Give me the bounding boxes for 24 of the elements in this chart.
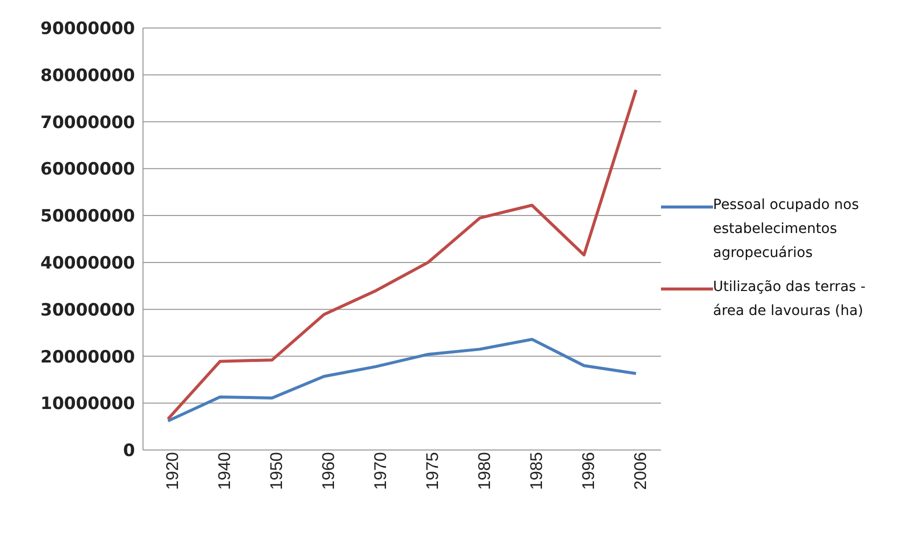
y-tick-label: 30000000 bbox=[40, 300, 136, 320]
y-tick-label: 60000000 bbox=[40, 160, 136, 180]
y-tick-label: 50000000 bbox=[40, 206, 136, 227]
line-series bbox=[166, 88, 638, 421]
x-tick-label: 1960 bbox=[319, 452, 338, 490]
x-tick-label: 1996 bbox=[579, 452, 598, 490]
x-tick-label: 1975 bbox=[423, 452, 442, 490]
x-tick-label: 1970 bbox=[371, 452, 390, 490]
y-tick-label: 10000000 bbox=[40, 394, 136, 414]
x-tick-label: 1920 bbox=[163, 452, 182, 490]
y-tick-label: 90000000 bbox=[40, 19, 136, 40]
y-tick-label: 80000000 bbox=[40, 66, 136, 86]
legend-label: Utilização das terras - área de lavouras (ha) bbox=[713, 278, 867, 320]
y-tick-label: 0 bbox=[123, 441, 136, 462]
y-tick-label: 40000000 bbox=[40, 253, 136, 274]
x-tick-label: 1950 bbox=[267, 452, 286, 490]
line-series bbox=[166, 338, 638, 422]
x-tick-label: 1985 bbox=[527, 452, 546, 490]
y-tick-label: 20000000 bbox=[40, 347, 136, 368]
x-tick-label: 1940 bbox=[215, 452, 234, 490]
legend-label: Pessoal ocupado nos estabelecimentos agropecuários bbox=[713, 196, 860, 262]
x-tick-label: 2006 bbox=[631, 452, 650, 490]
x-tick-label: 1980 bbox=[475, 452, 494, 490]
y-tick-label: 70000000 bbox=[40, 112, 136, 133]
